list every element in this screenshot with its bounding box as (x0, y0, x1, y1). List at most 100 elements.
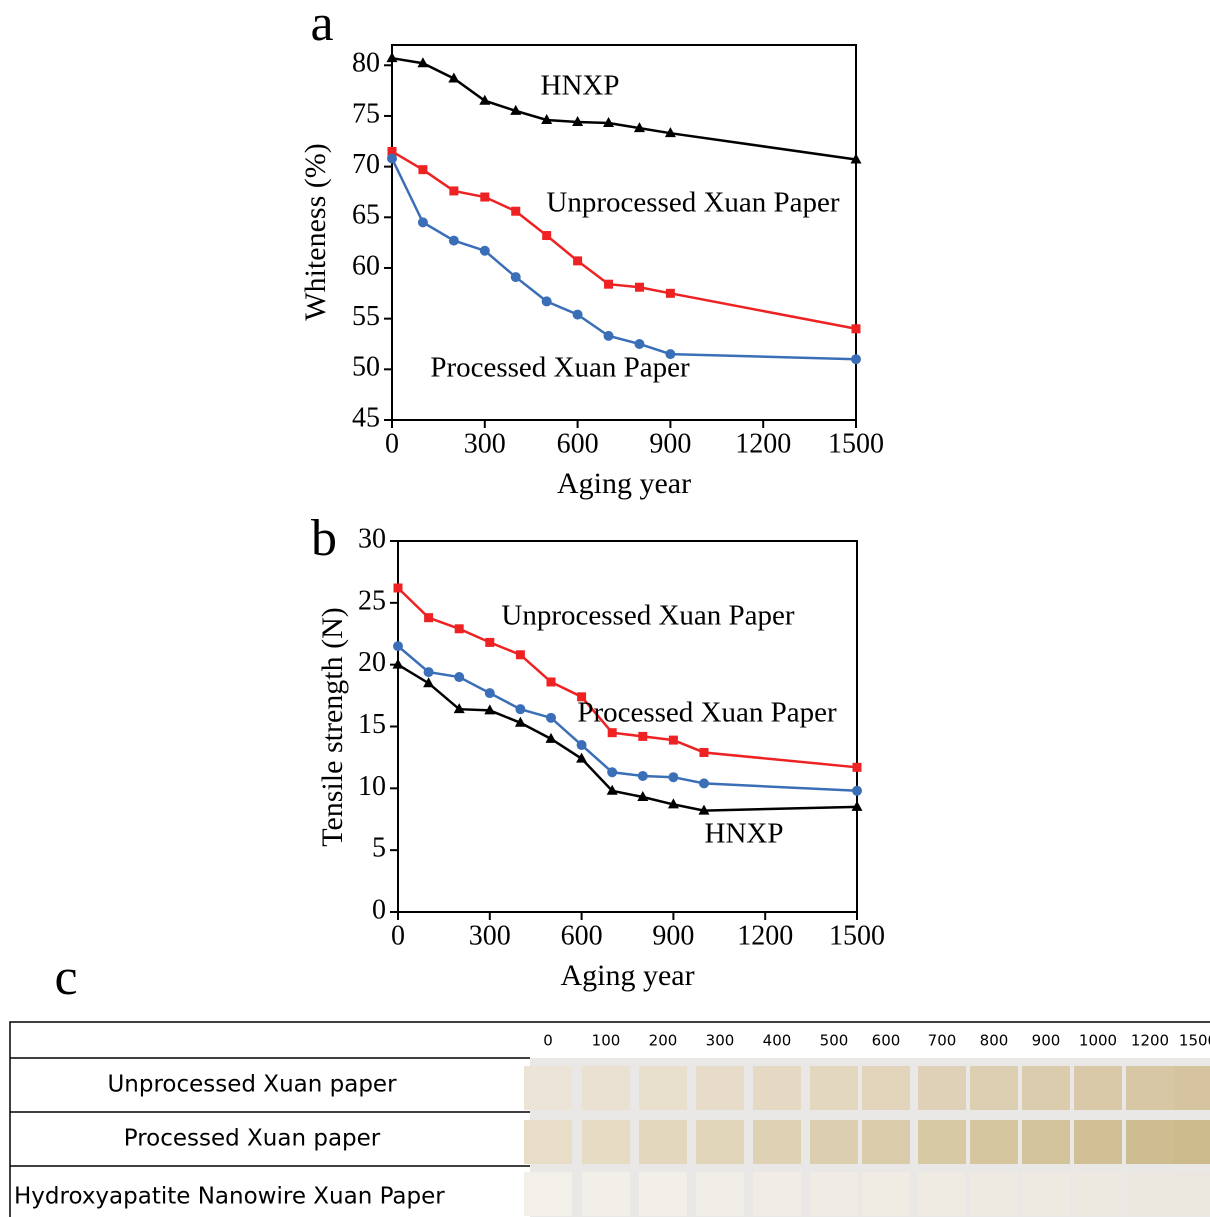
panel-label: c (54, 949, 77, 1006)
x-tick-label: 1500 (829, 920, 885, 951)
x-tick-label: 0 (391, 920, 405, 951)
column-header: 800 (980, 1032, 1009, 1050)
paper-sample (1074, 1066, 1122, 1110)
y-tick-label: 25 (358, 585, 386, 616)
marker (572, 116, 584, 127)
paper-sample (696, 1120, 744, 1164)
marker (479, 245, 490, 256)
column-header: 700 (928, 1032, 957, 1050)
x-tick-label: 300 (469, 920, 511, 951)
marker (387, 146, 397, 156)
paper-sample (1126, 1172, 1174, 1216)
y-tick-label: 30 (358, 523, 386, 554)
marker (546, 677, 556, 687)
marker (604, 279, 614, 289)
marker (851, 800, 863, 811)
series-label: HNXP (541, 70, 620, 102)
y-tick-label: 15 (358, 709, 386, 740)
marker (572, 309, 583, 320)
paper-sample (639, 1066, 687, 1110)
marker (392, 658, 404, 669)
row-label: Unprocessed Xuan paper (107, 1072, 397, 1098)
column-header: 1200 (1131, 1032, 1169, 1050)
column-header: 0 (543, 1032, 553, 1050)
marker (484, 704, 496, 715)
row-label: Processed Xuan paper (124, 1126, 381, 1152)
marker (479, 94, 491, 105)
marker (577, 692, 587, 702)
marker (511, 206, 521, 216)
marker (418, 165, 428, 175)
marker (393, 583, 403, 593)
y-tick-label: 75 (352, 98, 380, 129)
marker (664, 127, 676, 138)
y-tick-label: 60 (352, 250, 380, 281)
marker (699, 778, 709, 789)
column-header: 400 (763, 1032, 792, 1050)
paper-sample (1174, 1172, 1210, 1216)
marker (448, 235, 459, 246)
marker (510, 104, 522, 115)
marker (852, 762, 862, 772)
marker (541, 114, 553, 124)
marker (603, 117, 615, 128)
panel-label: b (311, 510, 337, 567)
paper-sample (918, 1120, 966, 1164)
marker (546, 712, 556, 723)
marker (606, 784, 618, 795)
paper-sample (1022, 1066, 1070, 1110)
paper-sample (524, 1066, 572, 1110)
marker (484, 688, 495, 699)
marker (576, 740, 587, 751)
marker (638, 731, 648, 741)
column-header: 100 (592, 1032, 621, 1050)
paper-sample (970, 1066, 1018, 1110)
paper-sample (1126, 1120, 1174, 1164)
y-tick-label: 20 (358, 647, 386, 678)
y-tick-label: 10 (358, 771, 386, 802)
x-tick-label: 900 (649, 428, 691, 459)
paper-sample (582, 1172, 630, 1216)
marker (393, 641, 403, 652)
column-header: 500 (820, 1032, 849, 1050)
paper-sample (753, 1120, 801, 1164)
y-tick-label: 5 (372, 833, 386, 864)
marker (386, 52, 398, 63)
series-label: Unprocessed Xuan Paper (501, 600, 794, 632)
marker (423, 667, 434, 678)
paper-sample (582, 1066, 630, 1110)
paper-sample (582, 1120, 630, 1164)
paper-sample (524, 1172, 572, 1216)
marker (454, 672, 465, 683)
paper-sample (1174, 1120, 1210, 1164)
marker (633, 122, 645, 133)
paper-sample (1174, 1066, 1210, 1110)
y-tick-label: 80 (352, 48, 380, 79)
marker (665, 288, 675, 298)
marker (541, 296, 552, 307)
x-tick-label: 0 (385, 428, 399, 459)
x-tick-label: 1200 (737, 920, 793, 951)
marker (417, 217, 428, 228)
marker (453, 703, 465, 714)
series-label: Processed Xuan Paper (577, 697, 837, 729)
x-tick-label: 900 (652, 920, 694, 951)
marker (607, 767, 618, 778)
paper-sample (918, 1172, 966, 1216)
y-tick-label: 70 (352, 149, 380, 180)
paper-sample (862, 1120, 910, 1164)
paper-sample (1074, 1120, 1122, 1164)
x-tick-label: 1500 (828, 428, 884, 459)
paper-sample (810, 1172, 858, 1216)
marker (542, 231, 552, 241)
x-axis-title: Aging year (560, 959, 694, 992)
plot-frame (391, 44, 857, 421)
marker (668, 735, 678, 745)
x-tick-label: 600 (561, 920, 603, 951)
paper-sample (639, 1172, 687, 1216)
marker (851, 324, 861, 334)
marker (665, 349, 676, 360)
marker (668, 772, 679, 783)
series-label: Unprocessed Xuan Paper (546, 187, 839, 219)
y-tick-label: 65 (352, 200, 380, 231)
